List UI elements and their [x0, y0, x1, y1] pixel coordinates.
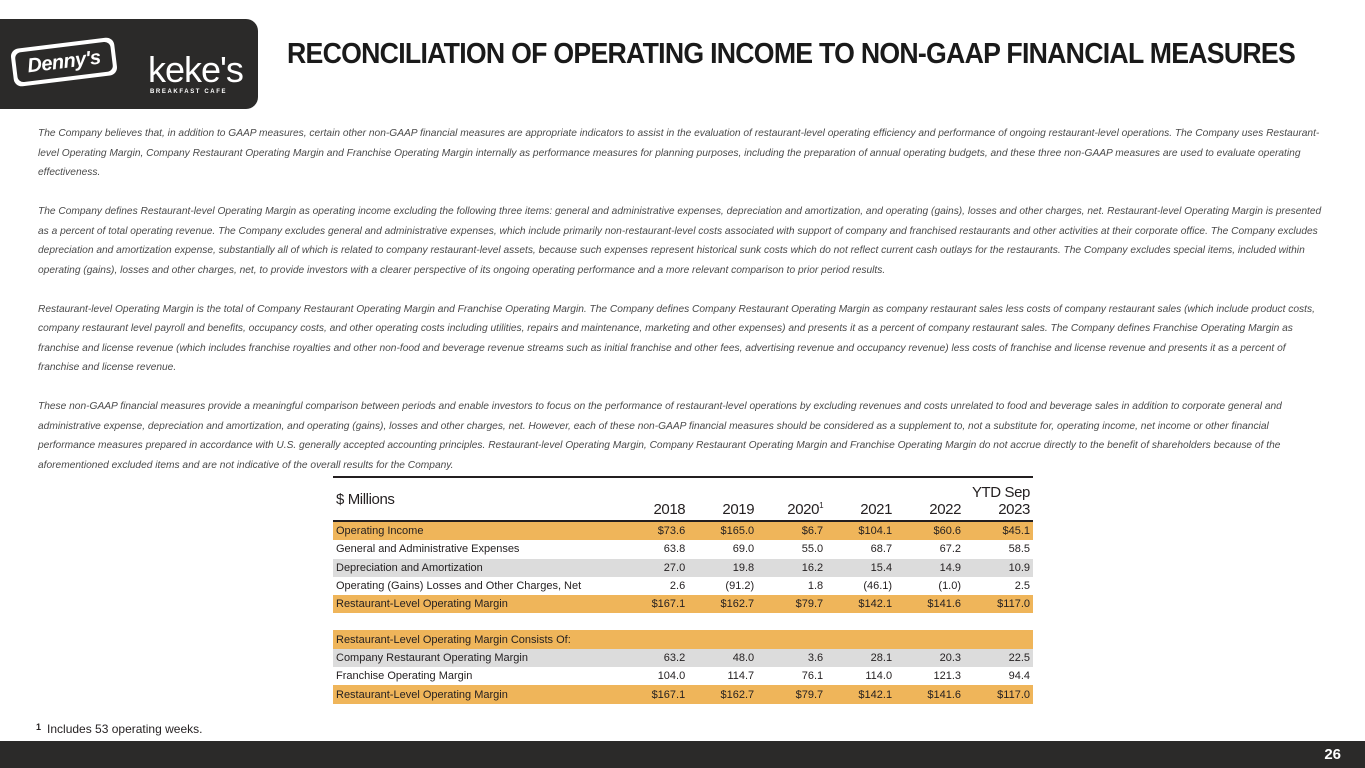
cell: 104.0 [619, 667, 689, 686]
cell: $142.1 [826, 685, 896, 704]
header-ytd-line2: 2023 [998, 501, 1030, 518]
cell: 76.1 [757, 667, 827, 686]
spacer-cell [333, 613, 1033, 631]
header-year: 2021 [826, 477, 896, 522]
row-label: Franchise Operating Margin [333, 667, 620, 686]
cell: $45.1 [964, 521, 1033, 541]
cell: $162.7 [688, 595, 758, 614]
dennys-logo: Denny's [10, 36, 118, 88]
cell: $165.0 [688, 521, 758, 541]
paragraph: These non-GAAP financial measures provid… [38, 401, 1282, 471]
cell: 3.6 [757, 648, 827, 668]
cell: 67.2 [895, 540, 965, 559]
paragraph: The Company believes that, in addition t… [38, 128, 1320, 178]
cell: $141.6 [895, 685, 965, 704]
table-header-row: $ Millions 2018 2019 20201 2021 2022 YTD… [333, 477, 1033, 522]
header-ytd-line1: YTD Sep [971, 484, 1030, 501]
paragraph: The Company defines Restaurant-level Ope… [38, 206, 1322, 276]
footnote-number: 1 [36, 722, 42, 732]
cell: (1.0) [895, 576, 965, 596]
cell: $167.1 [619, 685, 689, 704]
row-label: General and Administrative Expenses [333, 540, 620, 559]
kekes-logo-subtext: BREAKFAST CAFE [150, 89, 228, 95]
table-row: Franchise Operating Margin 104.0 114.7 7… [333, 667, 1033, 686]
cell: 14.9 [895, 558, 965, 577]
cell: $6.7 [757, 521, 827, 541]
header-year: 2018 [619, 477, 689, 522]
table-row: Depreciation and Amortization 27.0 19.8 … [333, 558, 1033, 577]
cell: (91.2) [688, 576, 758, 596]
footnote-marker: 1 [819, 501, 824, 510]
body-text: The Company believes that, in addition t… [38, 124, 1328, 495]
cell: 20.3 [895, 648, 965, 668]
cell: 121.3 [895, 667, 965, 686]
table-row: Operating (Gains) Losses and Other Charg… [333, 576, 1033, 596]
header-year: 2022 [895, 477, 965, 522]
cell: $104.1 [826, 521, 896, 541]
cell: 114.0 [826, 667, 896, 686]
cell: 15.4 [826, 558, 896, 577]
cell: 16.2 [757, 558, 827, 577]
cell: 69.0 [688, 540, 758, 559]
paragraph: Restaurant-level Operating Margin is the… [38, 303, 1315, 374]
table-row: General and Administrative Expenses 63.8… [333, 540, 1033, 559]
row-label: Company Restaurant Operating Margin [333, 648, 620, 668]
row-label: Restaurant-Level Operating Margin [333, 595, 620, 614]
table-row: Operating Income $73.6 $165.0 $6.7 $104.… [333, 521, 1033, 541]
cell: 27.0 [619, 558, 689, 577]
cell: $142.1 [826, 595, 896, 614]
cell: $79.7 [757, 595, 827, 614]
dennys-logo-text: Denny's [14, 41, 114, 83]
cell: 28.1 [826, 648, 896, 668]
cell: 68.7 [826, 540, 896, 559]
cell: 55.0 [757, 540, 827, 559]
table-row: Company Restaurant Operating Margin 63.2… [333, 648, 1033, 668]
cell: 48.0 [688, 648, 758, 668]
table-spacer-row [333, 613, 1033, 631]
header-units: $ Millions [333, 477, 620, 522]
row-label: Restaurant-Level Operating Margin Consis… [333, 630, 1033, 649]
header-ytd: YTD Sep 2023 [964, 477, 1033, 522]
page-title: RECONCILIATION OF OPERATING INCOME TO NO… [287, 38, 1296, 70]
row-label: Depreciation and Amortization [333, 558, 620, 577]
row-label: Restaurant-Level Operating Margin [333, 685, 620, 704]
footnote-text: Includes 53 operating weeks. [47, 722, 203, 736]
cell: $167.1 [619, 595, 689, 614]
cell: $79.7 [757, 685, 827, 704]
kekes-logo-text: keke's [148, 49, 244, 90]
table-row: Restaurant-Level Operating Margin Consis… [333, 630, 1033, 649]
cell: 2.6 [619, 576, 689, 596]
reconciliation-table: $ Millions 2018 2019 20201 2021 2022 YTD… [333, 476, 1033, 704]
cell: 1.8 [757, 576, 827, 596]
cell: 10.9 [964, 558, 1033, 577]
cell: 58.5 [964, 540, 1033, 559]
kekes-logo: keke's BREAKFAST CAFE [148, 31, 244, 101]
cell: 63.8 [619, 540, 689, 559]
table-row: Restaurant-Level Operating Margin $167.1… [333, 595, 1033, 614]
cell: $73.6 [619, 521, 689, 541]
cell: 63.2 [619, 648, 689, 668]
page-number: 26 [1324, 746, 1341, 763]
header-year: 2019 [688, 477, 758, 522]
cell: 22.5 [964, 648, 1033, 668]
header-year: 20201 [757, 477, 827, 522]
row-label: Operating Income [333, 521, 620, 541]
cell: 2.5 [964, 576, 1033, 596]
footer-bar: 26 [0, 741, 1365, 768]
cell: $117.0 [964, 595, 1033, 614]
cell: (46.1) [826, 576, 896, 596]
table-row: Restaurant-Level Operating Margin $167.1… [333, 685, 1033, 704]
logo-panel: Denny's keke's BREAKFAST CAFE [0, 19, 258, 109]
cell: 19.8 [688, 558, 758, 577]
cell: $162.7 [688, 685, 758, 704]
cell: $117.0 [964, 685, 1033, 704]
cell: 114.7 [688, 667, 758, 686]
cell: 94.4 [964, 667, 1033, 686]
row-label: Operating (Gains) Losses and Other Charg… [333, 576, 620, 596]
cell: $141.6 [895, 595, 965, 614]
cell: $60.6 [895, 521, 965, 541]
header-year-text: 2020 [787, 501, 820, 518]
footnote: 1 Includes 53 operating weeks. [36, 722, 202, 736]
